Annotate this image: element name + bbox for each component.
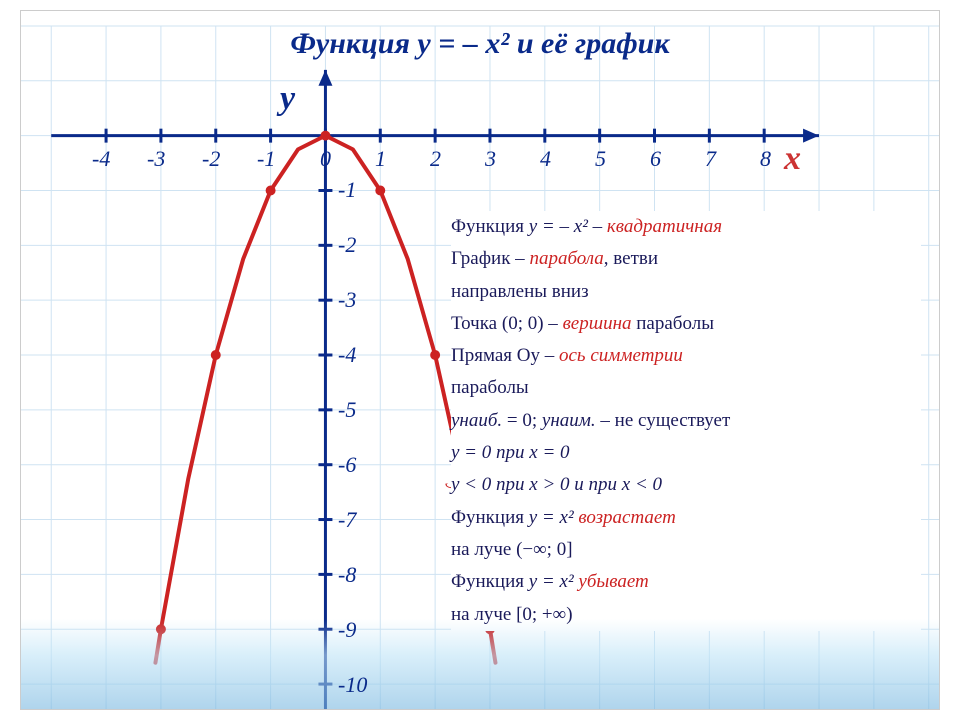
x-tick-label: 1 (375, 146, 386, 172)
desc-line: y < 0 при x > 0 и при x < 0 (451, 469, 921, 501)
text: Функция (451, 507, 529, 528)
text: , ветви (604, 248, 658, 269)
x-tick-label: -3 (147, 146, 165, 172)
text: – (588, 216, 607, 237)
desc-line: yнаиб. = 0; yнаим. – не существует (451, 405, 921, 437)
x-tick-label: 6 (650, 146, 661, 172)
desc-line: График – парабола, ветви (451, 243, 921, 275)
text: Прямая Oy – (451, 345, 559, 366)
desc-line: на луче (−∞; 0] (451, 534, 921, 566)
y-axis-label: y (280, 80, 295, 118)
text: направлены вниз (451, 281, 589, 302)
text: Функция (451, 571, 529, 592)
text: y = 0 при x = 0 (451, 442, 570, 463)
desc-line: Функция y = x² убывает (451, 566, 921, 598)
x-tick-label: -1 (257, 146, 275, 172)
text: парабола (529, 248, 603, 269)
text: на луче (−∞; 0] (451, 539, 573, 560)
x-tick-label: -2 (202, 146, 220, 172)
x-tick-label: 4 (540, 146, 551, 172)
desc-line: Функция y = x² возрастает (451, 502, 921, 534)
x-tick-label: 2 (430, 146, 441, 172)
text: параболы (632, 313, 714, 334)
chart-frame: Функция y = – x² и её график y x y = – x… (20, 10, 940, 710)
desc-line: Функция y = – x² – квадратичная (451, 211, 921, 243)
x-tick-label: 7 (705, 146, 716, 172)
y-tick-label: -3 (338, 287, 356, 313)
y-tick-label: -5 (338, 397, 356, 423)
x-tick-label: 3 (485, 146, 496, 172)
text: y = x² (529, 507, 574, 528)
x-tick-label: 5 (595, 146, 606, 172)
text: квадратичная (607, 216, 722, 237)
desc-line: параболы (451, 372, 921, 404)
text: возрастает (578, 507, 675, 528)
desc-line: Прямая Oy – ось симметрии (451, 340, 921, 372)
text: yнаим. (542, 410, 596, 431)
decorative-water (21, 619, 939, 709)
desc-line: y = 0 при x = 0 (451, 437, 921, 469)
x-tick-label: -4 (92, 146, 110, 172)
y-tick-label: -6 (338, 452, 356, 478)
x-tick-label: 8 (760, 146, 771, 172)
y-tick-label: -1 (338, 177, 356, 203)
x-axis-label: x (784, 140, 801, 178)
text: Функция (451, 216, 529, 237)
description-panel: Функция y = – x² – квадратичная График –… (451, 211, 921, 631)
y-tick-label: -10 (338, 672, 367, 698)
desc-line: Точка (0; 0) – вершина параболы (451, 308, 921, 340)
text: y = – x² (529, 216, 588, 237)
y-tick-label: -2 (338, 232, 356, 258)
text: y = x² (529, 571, 574, 592)
text: yнаиб. (451, 410, 502, 431)
text: График – (451, 248, 529, 269)
text: убывает (578, 571, 648, 592)
y-tick-label: -4 (338, 342, 356, 368)
y-tick-label: -7 (338, 507, 356, 533)
text: параболы (451, 377, 529, 398)
text: ось симметрии (559, 345, 683, 366)
y-tick-label: -9 (338, 617, 356, 643)
desc-line: направлены вниз (451, 276, 921, 308)
text: Точка (0; 0) – (451, 313, 563, 334)
text: вершина (563, 313, 632, 334)
text: y < 0 при x > 0 и при x < 0 (451, 474, 662, 495)
x-tick-label: 0 (320, 146, 331, 172)
page-title: Функция y = – x² и её график (21, 27, 939, 61)
y-tick-label: -8 (338, 562, 356, 588)
text: – не существует (596, 410, 731, 431)
text: = 0; (502, 410, 542, 431)
